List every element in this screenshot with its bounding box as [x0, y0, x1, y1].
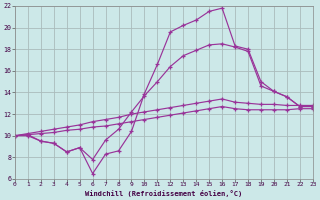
X-axis label: Windchill (Refroidissement éolien,°C): Windchill (Refroidissement éolien,°C)	[85, 190, 243, 197]
